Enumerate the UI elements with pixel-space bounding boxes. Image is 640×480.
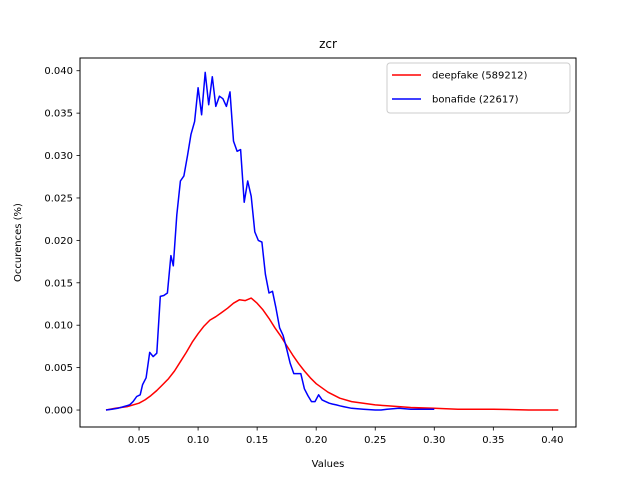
x-tick-label: 0.20 <box>305 435 327 446</box>
x-tick-label: 0.30 <box>423 435 445 446</box>
x-tick-label: 0.40 <box>541 435 563 446</box>
legend: deepfake (589212) bonafide (22617) <box>386 62 571 114</box>
y-tick-label: 0.035 <box>44 109 73 120</box>
y-tick-label: 0.005 <box>44 363 73 374</box>
x-axis-label: Values <box>312 459 345 470</box>
x-tick-label: 0.10 <box>187 435 209 446</box>
chart-title: zcr <box>319 37 337 51</box>
y-tick-label: 0.010 <box>44 321 73 332</box>
axes-frame <box>79 57 577 428</box>
y-tick-label: 0.020 <box>44 236 73 247</box>
series-line-deepfake <box>105 297 559 411</box>
x-tick-label: 0.15 <box>246 435 268 446</box>
legend-box <box>386 62 571 114</box>
plot-lines <box>105 71 559 411</box>
legend-label-deepfake: deepfake (589212) <box>432 71 527 82</box>
y-axis-ticks: 0.000 0.005 0.010 0.015 0.020 0.025 0.030 0.035… <box>44 66 80 417</box>
x-tick-label: 0.25 <box>364 435 386 446</box>
y-tick-label: 0.015 <box>44 278 73 289</box>
series-line-bonafide <box>105 71 435 411</box>
y-tick-label: 0.030 <box>44 151 73 162</box>
y-tick-label: 0.000 <box>44 406 73 417</box>
y-axis-label: Occurences (%) <box>13 203 24 282</box>
x-axis-ticks: 0.05 0.10 0.15 0.20 0.25 0.30 0.35 0.40 <box>128 427 564 446</box>
x-tick-label: 0.05 <box>128 435 150 446</box>
y-tick-label: 0.040 <box>44 66 73 77</box>
y-tick-label: 0.025 <box>44 193 73 204</box>
legend-label-bonafide: bonafide (22617) <box>432 95 519 106</box>
x-tick-label: 0.35 <box>482 435 504 446</box>
